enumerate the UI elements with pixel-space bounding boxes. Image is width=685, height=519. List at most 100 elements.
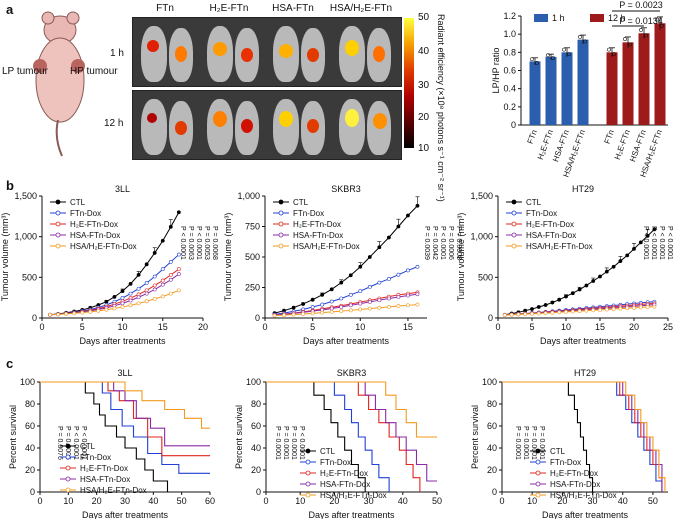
legend-label: FTn-Dox (550, 458, 581, 467)
bar-sample-point (567, 52, 571, 57)
ivis-image-12h (132, 90, 402, 160)
growth-data-point (176, 272, 181, 276)
bar-category-label: FTn (526, 129, 539, 145)
survival-chart-title: HT29 (574, 368, 596, 378)
growth-p-value: P < 0.0001 (666, 226, 673, 260)
panel-label-a: a (6, 2, 14, 17)
survival-y-tick-label: 80 (25, 399, 35, 409)
growth-data-point (144, 288, 149, 293)
growth-data-point (550, 300, 555, 305)
growth-x-tick-label: 0 (262, 322, 267, 332)
bar-category-label: FTn (603, 129, 616, 145)
bar-sample-point (612, 52, 616, 57)
legend-label-12h: 12 h (608, 13, 626, 23)
growth-data-point (598, 274, 602, 279)
growth-x-tick-label: 15 (158, 322, 168, 332)
growth-data-point (168, 272, 173, 277)
legend-marker (535, 448, 541, 454)
legend-label: H₂E-FTn-Dox (320, 469, 368, 478)
growth-data-point (128, 291, 133, 296)
survival-x-tick-label: 40 (618, 496, 628, 506)
growth-data-point (406, 268, 410, 273)
survival-y-tick-label: 0 (256, 487, 261, 497)
growth-y-tick-label: 1,500 (14, 191, 37, 201)
mouse-illustration (18, 8, 98, 158)
survival-p-value: P < 0.0001 (298, 426, 305, 460)
growth-p-value: P < 0.0001 (642, 226, 649, 260)
growth-data-point (144, 291, 149, 296)
colorbar-tick: 30 (418, 80, 430, 91)
growth-p-value: P < 0.0001 (650, 226, 657, 260)
growth-data-point (160, 267, 165, 272)
growth-data-point (415, 292, 420, 297)
legend-marker (511, 199, 517, 205)
growth-chart-title: SKBR3 (331, 184, 361, 194)
growth-data-point (543, 311, 548, 316)
survival-x-tick-label: 30 (588, 496, 598, 506)
survival-y-tick-label: 100 (482, 377, 497, 387)
growth-data-point (591, 308, 596, 313)
ivis-row-1h: 1 h (110, 48, 124, 59)
legend-marker (65, 487, 71, 493)
survival-p-value: P < 0.0001 (72, 426, 79, 460)
growth-data-point (577, 287, 582, 292)
bar-y-tick-label: 1.0 (503, 29, 516, 39)
growth-data-point (310, 297, 315, 302)
bar-sample-point (535, 60, 539, 65)
legend-marker (535, 459, 541, 465)
survival-x-tick-label: 0 (499, 496, 504, 506)
growth-data-point (638, 305, 643, 310)
growth-data-point (120, 296, 125, 300)
survival-x-tick-label: 10 (527, 496, 537, 506)
legend-label: HSA/H₂E-FTn-Dox (70, 242, 137, 251)
legend-marker (278, 221, 284, 227)
growth-data-point (320, 302, 325, 307)
survival-y-tick-label: 80 (251, 399, 261, 409)
growth-y-tick-label: 750 (245, 222, 260, 232)
legend-label: FTn-Dox (320, 458, 351, 467)
growth-data-point (396, 304, 401, 308)
growth-y-axis-label: Tumour volume (mm³) (0, 213, 10, 302)
growth-data-point (144, 281, 149, 285)
growth-p-value: P = 0.0006 (447, 226, 454, 260)
growth-data-point (152, 251, 157, 255)
growth-data-point (176, 267, 181, 272)
legend-label: HSA-FTn-Dox (550, 480, 600, 489)
growth-data-point (591, 279, 596, 283)
ivis-col-h2e-ftn: H₂E-FTn (209, 3, 249, 14)
bar-sample-point (655, 17, 659, 22)
growth-data-point (632, 246, 636, 251)
survival-y-tick-label: 40 (487, 443, 497, 453)
legend-marker (511, 243, 517, 249)
legend-label: FTn-Dox (293, 209, 324, 218)
bar-sample-point (623, 37, 627, 41)
legend-marker (55, 243, 61, 249)
survival-p-value: P = 0.0006 (64, 426, 71, 460)
growth-data-point (377, 305, 382, 310)
growth-x-tick-label: 5 (310, 322, 315, 332)
survival-y-tick-label: 20 (25, 465, 35, 475)
growth-data-point (48, 312, 52, 317)
legend-marker (65, 443, 71, 449)
growth-data-point (120, 305, 125, 309)
survival-curve (40, 381, 210, 457)
growth-data-point (377, 298, 382, 303)
growth-data-point (339, 305, 344, 309)
growth-data-point (570, 291, 575, 296)
growth-data-point (367, 306, 372, 311)
growth-x-tick-label: 5 (529, 322, 534, 332)
growth-data-point (144, 299, 149, 304)
legend-marker (278, 243, 284, 249)
survival-p-value: P = 0.0001 (538, 426, 545, 460)
significance-p-value: P = 0.0023 (619, 0, 663, 10)
growth-data-point (406, 293, 410, 298)
legend-label: HSA-FTn-Dox (293, 231, 343, 240)
bar-sample-point (607, 47, 611, 52)
growth-data-point (168, 225, 173, 229)
growth-data-point (329, 306, 334, 311)
growth-data-point (530, 311, 534, 316)
growth-chart-title: 3LL (115, 184, 130, 194)
survival-p-value: P < 0.0001 (80, 426, 87, 460)
growth-data-point (358, 301, 363, 306)
